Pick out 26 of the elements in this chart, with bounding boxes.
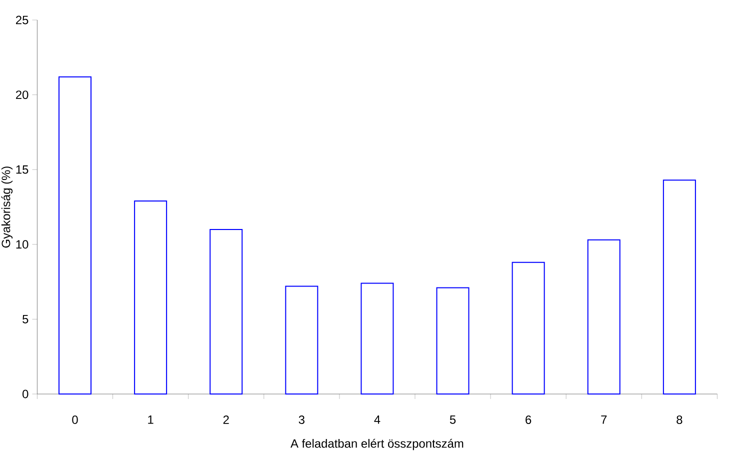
bar — [360, 282, 394, 394]
bar — [436, 287, 470, 394]
y-tick-label: 20 — [16, 90, 28, 100]
bar — [512, 262, 545, 394]
bar — [210, 228, 243, 394]
bar — [134, 200, 168, 394]
x-tick-label: 4 — [374, 416, 380, 424]
x-tick-label: 6 — [526, 416, 532, 424]
x-axis-title: A feladatban elért összpontszám — [290, 438, 464, 450]
x-tick-label: 2 — [223, 416, 229, 424]
x-tick-label: 8 — [676, 416, 682, 424]
bar — [662, 180, 696, 394]
y-tick-label: 25 — [16, 16, 28, 24]
y-axis-title: Gyakoriság (%) — [1, 166, 13, 248]
bar — [58, 76, 92, 394]
x-tick-label: 1 — [148, 416, 154, 424]
y-tick-label: 5 — [22, 315, 28, 324]
x-tick-label: 5 — [450, 416, 456, 424]
bar — [285, 286, 318, 394]
y-tick-label: 10 — [16, 240, 28, 249]
x-tick-label: 0 — [72, 416, 78, 424]
x-tick-label: 7 — [601, 416, 607, 424]
y-tick-label: 15 — [16, 165, 28, 174]
y-tick-label: 0 — [22, 390, 28, 398]
x-tick-label: 3 — [298, 416, 304, 424]
bar — [587, 239, 620, 394]
